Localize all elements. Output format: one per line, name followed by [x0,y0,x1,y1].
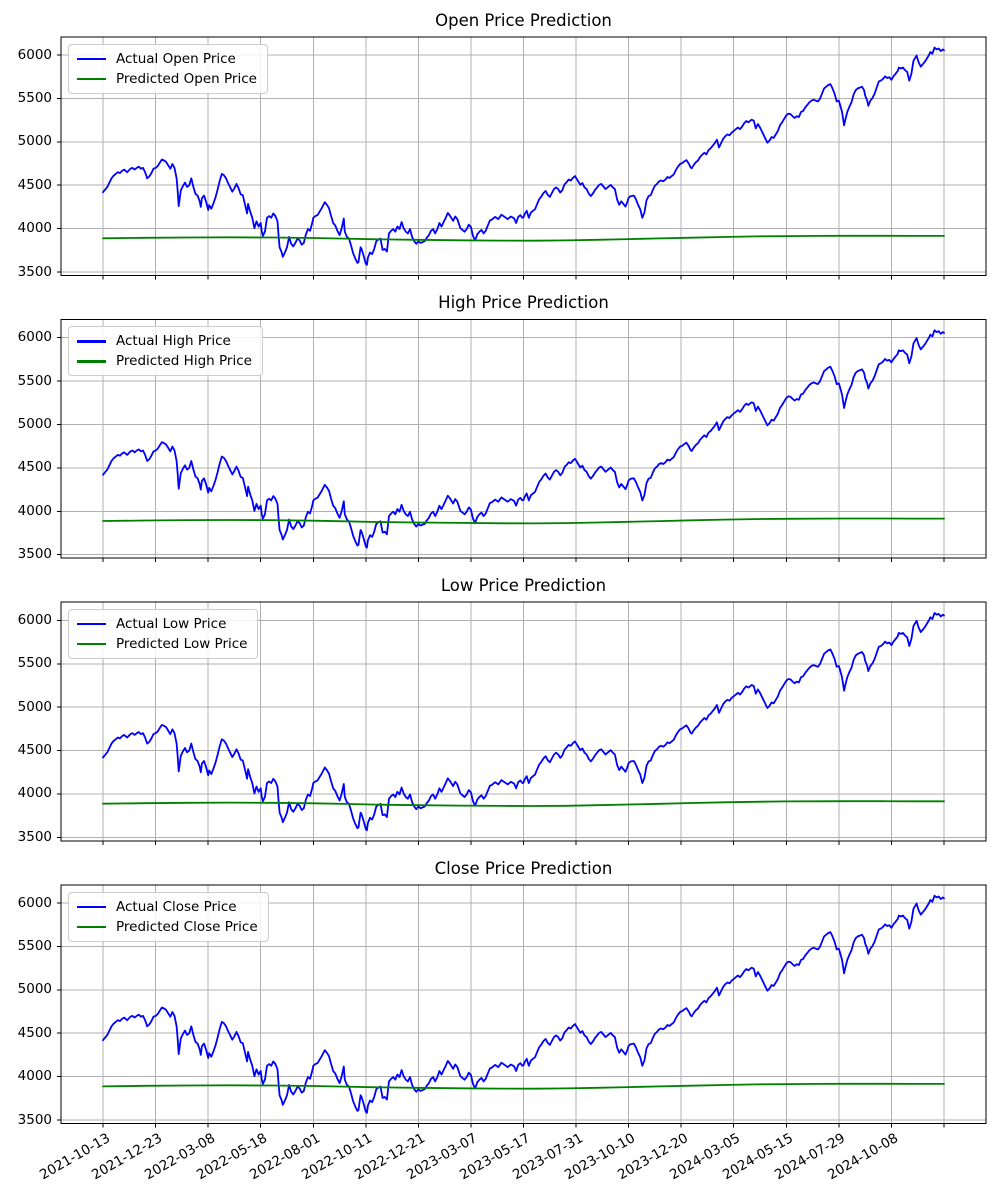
legend-item: Predicted High Price [77,351,252,371]
y-tick-label: 5000 [17,415,52,432]
legend-label: Actual Open Price [116,50,236,67]
legend-line-actual [77,57,106,61]
legend-low: Actual Low Price Predicted Low Price [68,609,259,660]
y-tick-label: 3500 [17,828,52,845]
legend-line-predicted [77,642,106,646]
legend-line-actual [77,905,106,909]
y-tick-label: 5000 [17,981,52,998]
legend-label: Predicted Close Price [116,918,258,935]
legend-label: Actual Low Price [116,616,227,633]
actual-line-high [102,329,945,549]
panel-title-open: Open Price Prediction [435,10,612,30]
y-tick-label: 3500 [17,1111,52,1128]
panel-title-close: Close Price Prediction [434,858,613,878]
y-tick-label: 3500 [17,263,52,280]
y-tick-label: 4000 [17,502,52,519]
predicted-line-low [102,800,945,807]
legend-line-predicted [77,925,106,929]
legend-label: Predicted Low Price [116,636,248,653]
y-tick-label: 4000 [17,220,52,237]
y-tick-label: 5500 [17,89,52,106]
y-tick-label: 4500 [17,176,52,193]
legend-item: Actual Open Price [77,49,257,69]
legend-item: Actual High Price [77,331,252,351]
y-tick-label: 4000 [17,785,52,802]
y-tick-label: 5500 [17,372,52,389]
y-tick-label: 6000 [17,46,52,63]
legend-item: Predicted Close Price [77,917,258,937]
actual-line-low [102,612,945,832]
legend-line-predicted [77,360,106,363]
legend-label: Actual Close Price [116,898,237,915]
panel-title-high: High Price Prediction [438,293,609,313]
panel-title-low: Low Price Prediction [440,576,607,596]
legend-item: Actual Low Price [77,614,247,634]
y-tick-label: 5500 [17,937,52,954]
y-tick-label: 3500 [17,546,52,563]
legend-close: Actual Close Price Predicted Close Price [68,891,269,942]
legend-item: Predicted Open Price [77,69,257,89]
y-tick-label: 5000 [17,698,52,715]
y-tick-label: 6000 [17,894,52,911]
y-tick-label: 4500 [17,1024,52,1041]
y-tick-label: 4500 [17,459,52,476]
actual-line-open [102,46,945,266]
legend-label: Predicted High Price [116,353,252,370]
legend-line-actual [77,340,106,343]
y-tick-label: 4500 [17,742,52,759]
legend-item: Predicted Low Price [77,634,247,654]
legend-high: Actual High Price Predicted High Price [68,326,263,377]
y-tick-label: 4000 [17,1068,52,1085]
y-tick-label: 5500 [17,655,52,672]
legend-label: Predicted Open Price [116,70,257,87]
predicted-line-open [102,234,945,242]
y-tick-label: 5000 [17,133,52,150]
predicted-line-high [102,517,945,525]
legend-line-predicted [77,77,106,81]
y-tick-label: 6000 [17,611,52,628]
actual-line-close [102,894,945,1114]
predicted-line-close [102,1082,945,1090]
legend-item: Actual Close Price [77,897,258,917]
legend-label: Actual High Price [116,333,231,350]
legend-open: Actual Open Price Predicted Open Price [68,43,268,94]
y-tick-label: 6000 [17,329,52,346]
legend-line-actual [77,622,106,626]
